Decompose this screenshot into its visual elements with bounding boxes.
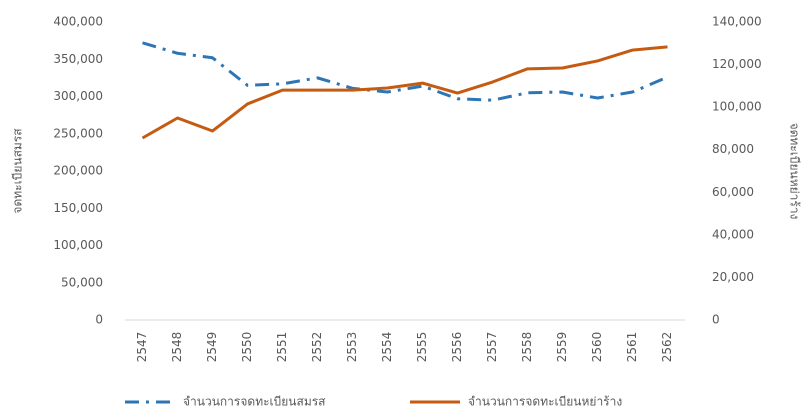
- y2-tick-label: 100,000: [712, 100, 762, 114]
- y-tick-label: 350,000: [53, 52, 103, 66]
- x-tick-label: 2554: [380, 332, 394, 363]
- x-tick-label: 2555: [415, 332, 429, 363]
- y-tick-label: 300,000: [53, 89, 103, 103]
- series-line: [141, 45, 668, 140]
- x-tick-label: 2547: [135, 332, 149, 363]
- legend-label: จำนวนการจดทะเบียนสมรส: [183, 395, 326, 409]
- x-tick-label: 2558: [520, 332, 534, 363]
- x-tick-label: 2556: [450, 332, 464, 363]
- y-tick-label: 400,000: [53, 15, 103, 29]
- y-tick-label: 0: [95, 313, 103, 327]
- x-tick-label: 2552: [310, 332, 324, 363]
- y-tick-label: 100,000: [53, 238, 103, 252]
- y-tick-label: 250,000: [53, 126, 103, 140]
- x-tick-label: 2557: [485, 332, 499, 363]
- y2-tick-label: 140,000: [712, 15, 762, 29]
- x-tick-label: 2562: [660, 332, 674, 363]
- y-tick-label: 200,000: [53, 164, 103, 178]
- y2-tick-label: 120,000: [712, 57, 762, 71]
- x-tick-label: 2553: [345, 332, 359, 363]
- x-tick-label: 2561: [625, 332, 639, 363]
- x-tick-label: 2550: [240, 332, 254, 363]
- y2-axis-title: จดทะเบียนหย่าร้าง: [788, 123, 802, 220]
- x-tick-label: 2559: [555, 332, 569, 363]
- y-tick-label: 150,000: [53, 201, 103, 215]
- x-tick-label: 2560: [590, 332, 604, 363]
- y2-tick-label: 60,000: [712, 185, 754, 199]
- y2-tick-label: 20,000: [712, 270, 754, 284]
- x-tick-label: 2551: [275, 332, 289, 363]
- series-line: [142, 41, 669, 102]
- y-axis-title: จดทะเบียนสมรส: [11, 128, 25, 214]
- y2-tick-label: 40,000: [712, 227, 754, 241]
- y2-tick-label: 80,000: [712, 142, 754, 156]
- x-tick-label: 2549: [205, 332, 219, 363]
- y2-tick-label: 0: [712, 313, 720, 327]
- y-tick-label: 50,000: [61, 275, 103, 289]
- x-tick-label: 2548: [170, 332, 184, 363]
- legend-label: จำนวนการจดทะเบียนหย่าร้าง: [468, 395, 622, 409]
